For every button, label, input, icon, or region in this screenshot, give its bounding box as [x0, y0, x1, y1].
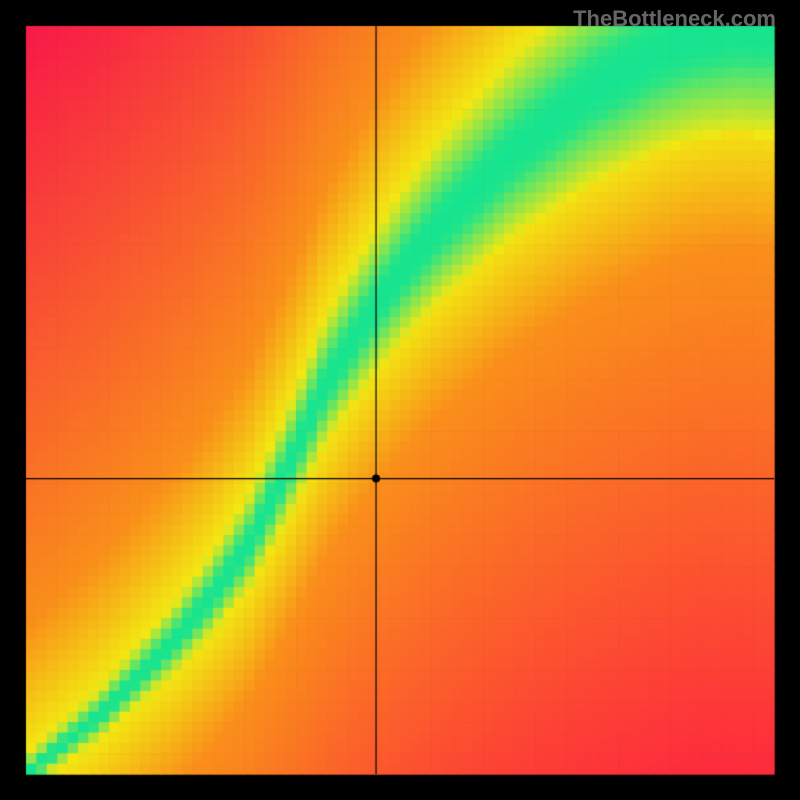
chart-container: TheBottleneck.com — [0, 0, 800, 800]
attribution-text: TheBottleneck.com — [573, 6, 776, 32]
heatmap-canvas — [0, 0, 800, 800]
